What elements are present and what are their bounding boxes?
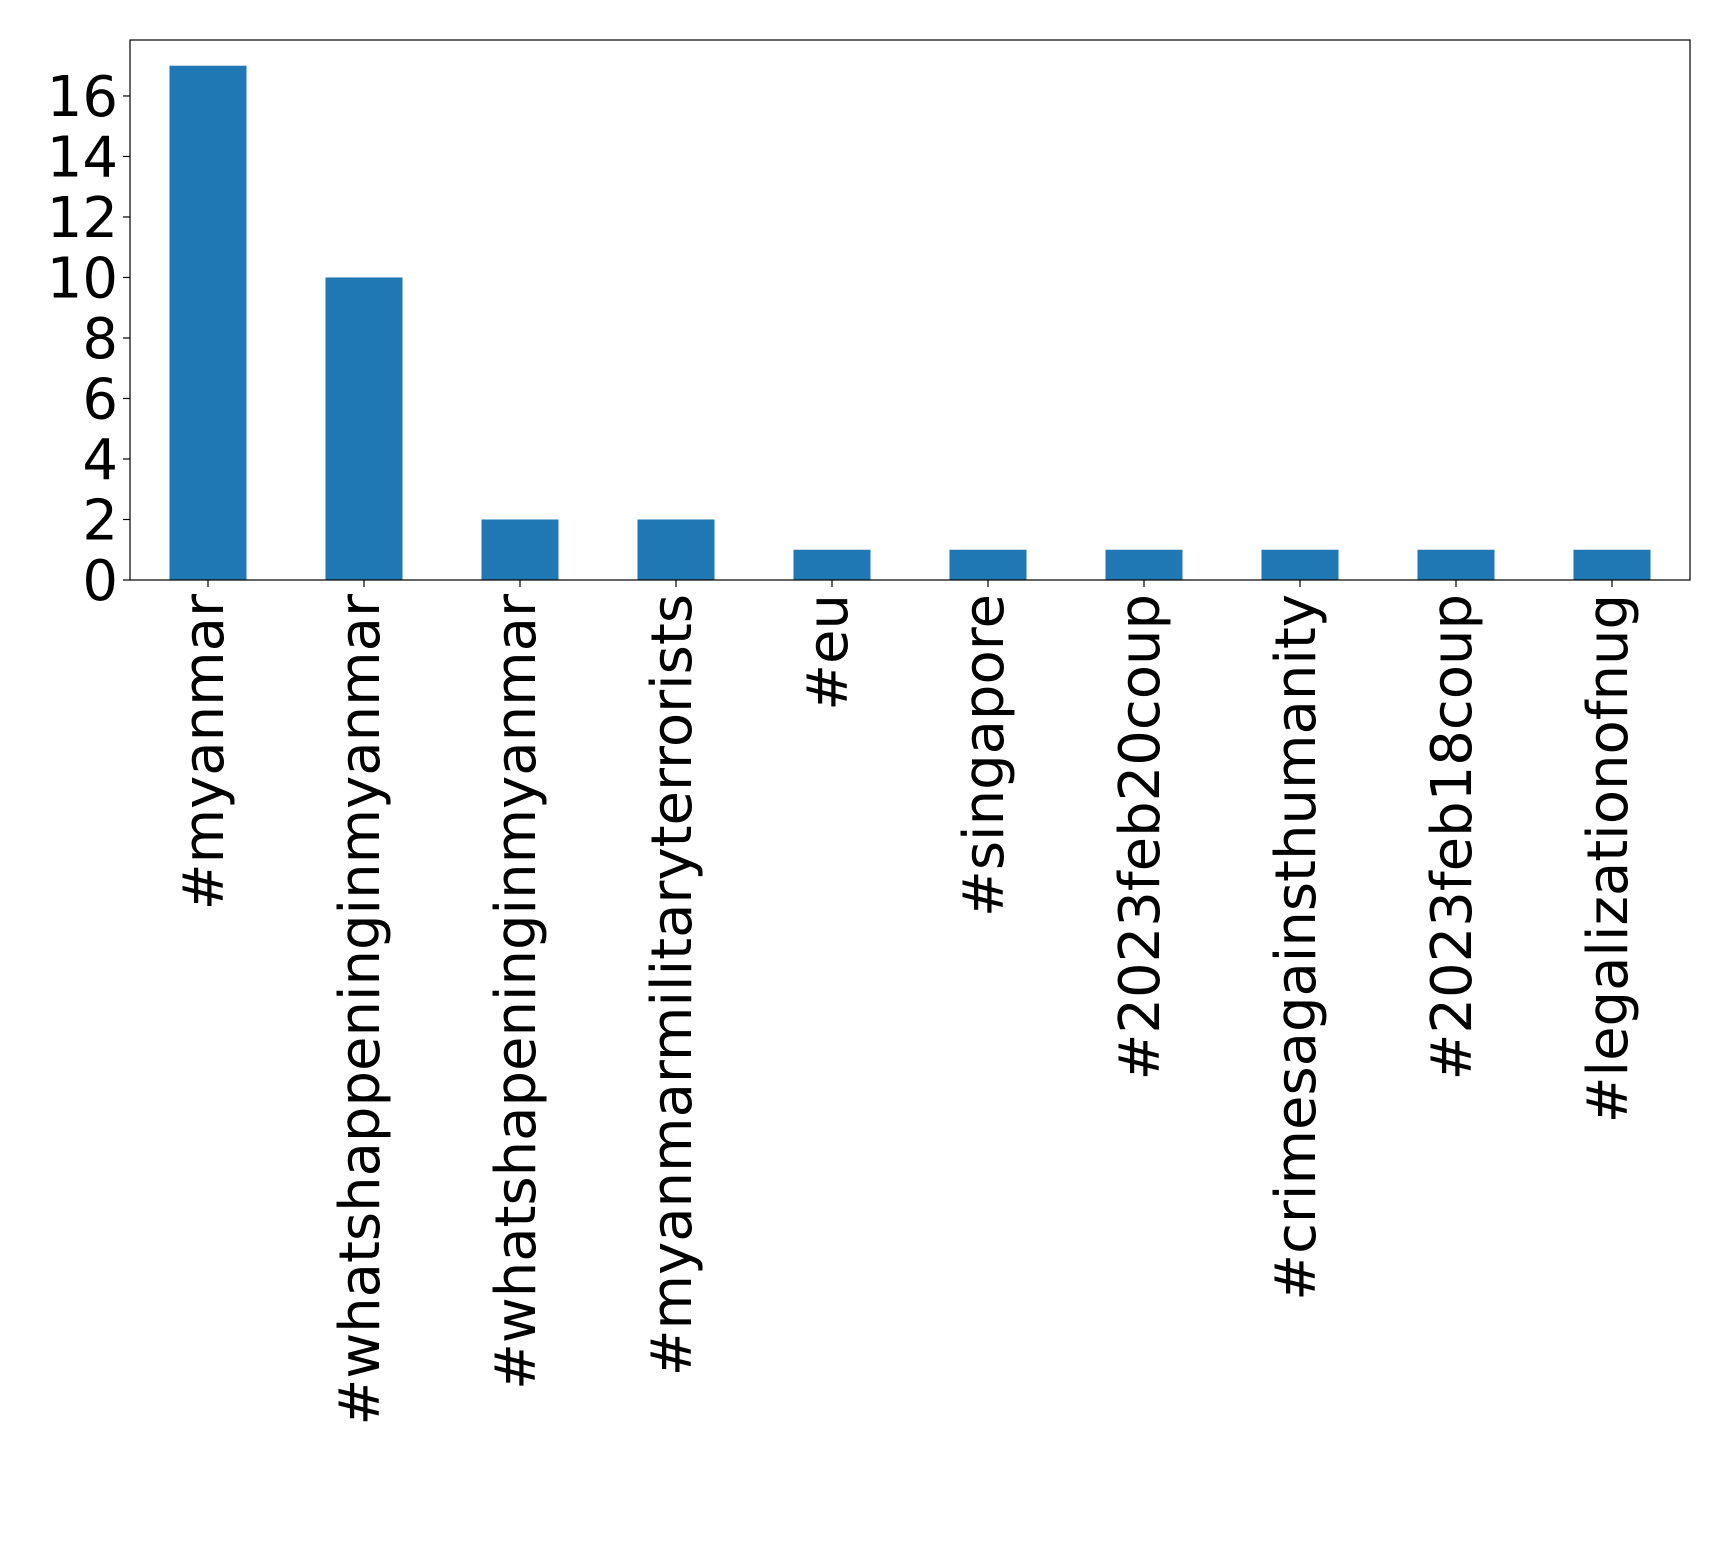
y-tick-label: 8 (82, 307, 118, 372)
bar (1261, 549, 1339, 580)
y-tick-label: 2 (82, 488, 118, 553)
plot-frame (129, 39, 1691, 581)
x-tick-label: #singapore (952, 594, 1017, 917)
y-tick-label: 4 (82, 428, 118, 493)
x-tick-label: #crimesagainsthumanity (1264, 594, 1329, 1301)
y-tick-label: 6 (82, 367, 118, 432)
bar (1573, 549, 1651, 580)
x-tick-label: #2023feb18coup (1420, 594, 1485, 1081)
bars-layer (169, 65, 1651, 580)
bar (169, 65, 247, 580)
bar (637, 519, 715, 580)
x-axis-ticks: #myanmar #whatshappeninginmyanmar #whatsha… (172, 580, 1641, 1426)
y-tick-label: 10 (47, 246, 118, 311)
bar (793, 549, 871, 580)
x-tick-label: #whatshappeninginmyanmar (328, 593, 393, 1426)
y-tick-label: 12 (47, 186, 118, 251)
x-tick-label: #2023feb20coup (1108, 594, 1173, 1081)
bar (949, 549, 1027, 580)
bar (481, 519, 559, 580)
x-tick-label: #myanmarmilitaryterrorists (640, 594, 705, 1376)
y-tick-label: 0 (82, 549, 118, 614)
bar (1417, 549, 1495, 580)
bar (1105, 549, 1183, 580)
x-tick-label: #whatshapeninginmyanmar (484, 593, 549, 1390)
y-tick-label: 16 (47, 65, 118, 130)
y-tick-label: 14 (47, 125, 118, 190)
bar (325, 277, 403, 580)
x-tick-label: #myanmar (172, 593, 237, 910)
x-tick-label: #legalizationofnug (1576, 594, 1641, 1123)
x-tick-label: #eu (796, 594, 861, 711)
